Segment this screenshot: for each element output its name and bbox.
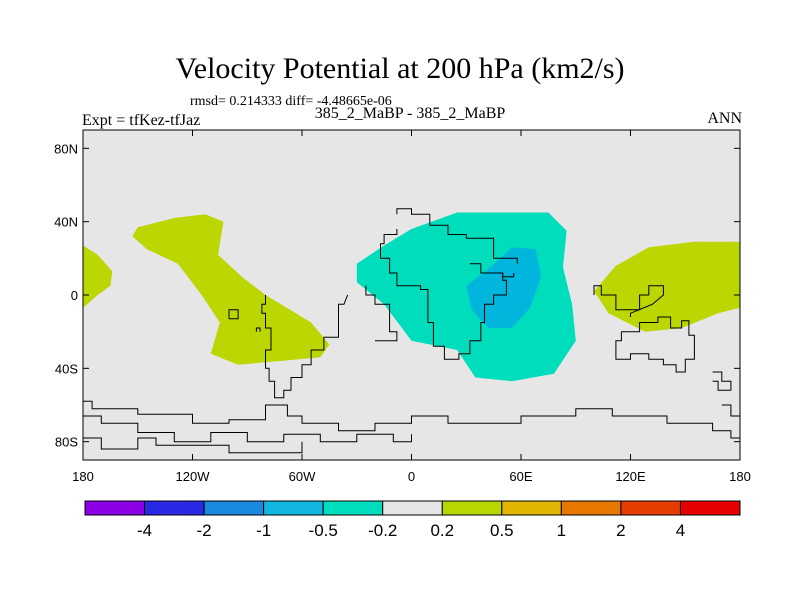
colorbar-label: -2 [197,521,212,540]
coastline-segment [261,294,349,399]
colorbar-box [620,500,681,516]
colorbar-box [441,500,503,516]
axis-ticks: 80N 40N 0 40S 80S 180 120W 60W 0 60E 120E 180 [54,130,751,484]
colorbar-label: 1 [557,521,566,540]
coastline-segment [712,371,732,391]
coastline-segment [615,316,695,373]
coastline-segment [83,437,303,454]
colorbar-box [382,500,443,516]
coastline-segment [365,285,398,342]
colorbar-box [560,500,622,516]
lon-tick-label: 60W [289,469,316,484]
colorbar-box [144,500,205,516]
lon-tick-label: 180 [729,469,751,484]
coastline-segment [380,229,507,360]
lat-tick-label: 0 [71,288,78,303]
lon-tick-label: 0 [408,469,415,484]
colorbar-label: -0.5 [309,521,338,540]
experiment-label: Expt = tfKez-tfJaz [82,112,201,129]
region-positive-west-edge [83,245,113,308]
coastlines [83,208,740,454]
colorbar-box [263,500,324,516]
colorbar-box [84,500,146,516]
colorbar: -4 -2 -1 -0.5 -0.2 0.2 0.5 1 2 4 [84,500,741,540]
coastline-segment [83,400,740,439]
season-label: ANN [707,110,742,127]
lat-tick-label: 40S [55,361,78,376]
case-label: 385_2_MaBP - 385_2_MaBP [314,105,506,122]
lon-tick-label: 120E [615,469,646,484]
stats-line: rmsd= 0.214333 diff= -4.48665e-06 [190,94,392,109]
lat-tick-label: 80S [55,435,78,450]
colorbar-label: 2 [616,521,625,540]
colorbar-box [501,500,562,516]
lon-tick-label: 180 [72,469,94,484]
coastline-segment [255,327,261,332]
coastline-segment [228,309,239,320]
coastline-segment [396,208,518,264]
coastline-segment [593,285,664,317]
colorbar-box [679,500,741,516]
contour-regions [83,212,740,382]
region-positive-pacific [132,214,330,365]
colorbar-label: 4 [676,521,685,540]
lon-tick-label: 60E [509,469,532,484]
coastline-segment [83,415,412,443]
lat-tick-label: 40N [54,215,78,230]
colorbar-label: -0.2 [368,521,397,540]
lon-tick-label: 120W [176,469,211,484]
lat-tick-label: 80N [54,141,78,156]
colorbar-label: 0.2 [430,521,454,540]
coastline-segment [721,404,740,417]
plot-title: Velocity Potential at 200 hPa (km2/s) [175,52,625,85]
colorbar-box [203,500,265,516]
colorbar-label: -4 [137,521,152,540]
colorbar-label: 0.5 [490,521,514,540]
colorbar-label: -1 [256,521,271,540]
colorbar-box [322,500,384,516]
